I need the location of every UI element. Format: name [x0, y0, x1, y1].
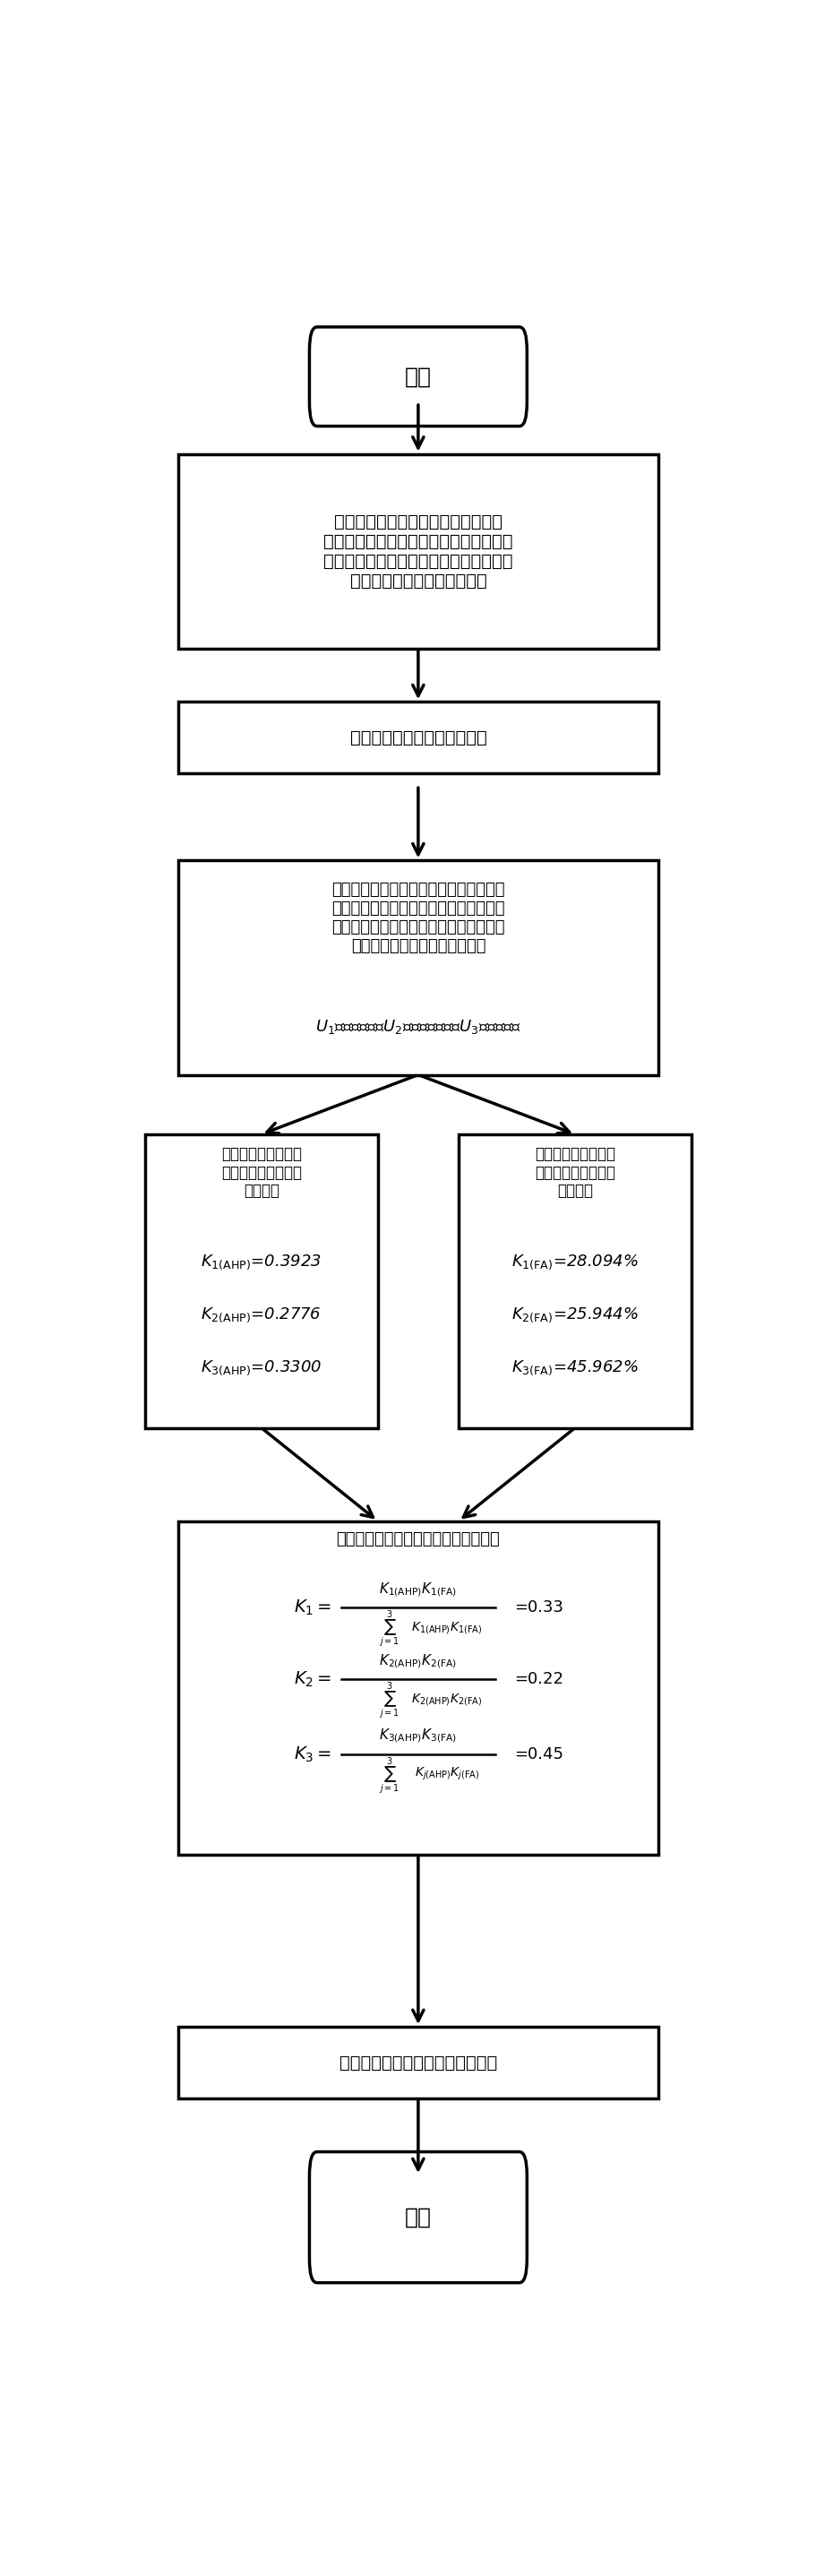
Text: 输入分析指标对应的基础数据: 输入分析指标对应的基础数据 [350, 729, 486, 747]
Text: $K_{2(\mathrm{AHP})}$=0.2776: $K_{2(\mathrm{AHP})}$=0.2776 [201, 1306, 322, 1324]
Text: $K_{1(\mathrm{AHP})}K_{1(\mathrm{FA})}$: $K_{1(\mathrm{AHP})}K_{1(\mathrm{FA})}$ [379, 1582, 457, 1597]
Text: 开始: 开始 [405, 366, 432, 386]
Text: $\sum_{j=1}^{3}$: $\sum_{j=1}^{3}$ [379, 1754, 400, 1795]
Text: 待筛选的低压台区线损率分析指标：
台区变压器容量、台区供电半径、台区年
总用电量、高峰用电量、高峰负载率、台
区功率、负荷率、最小负荷率: 待筛选的低压台区线损率分析指标： 台区变压器容量、台区供电半径、台区年 总用电量… [323, 513, 513, 590]
FancyBboxPatch shape [178, 1520, 659, 1855]
Text: 层次分析法确定二级
指标对三级指标的主
观权重：: 层次分析法确定二级 指标对三级指标的主 观权重： [221, 1146, 302, 1200]
FancyBboxPatch shape [309, 327, 527, 425]
FancyBboxPatch shape [178, 860, 659, 1074]
FancyBboxPatch shape [178, 2027, 659, 2099]
Text: =0.22: =0.22 [514, 1672, 564, 1687]
Text: $K_3=$: $K_3=$ [294, 1744, 331, 1765]
FancyBboxPatch shape [145, 1133, 378, 1427]
Text: 确定二级指标对三级指标的综合权重：: 确定二级指标对三级指标的综合权重： [336, 1530, 500, 1548]
Text: $K_{2(\mathrm{AHP})}K_{2(\mathrm{FA})}$: $K_{2(\mathrm{AHP})}K_{2(\mathrm{FA})}$ [411, 1692, 482, 1708]
Text: $K_{3(\mathrm{AHP})}K_{3(\mathrm{FA})}$: $K_{3(\mathrm{AHP})}K_{3(\mathrm{FA})}$ [379, 1726, 457, 1744]
FancyBboxPatch shape [178, 701, 659, 773]
FancyBboxPatch shape [178, 453, 659, 649]
FancyBboxPatch shape [459, 1133, 691, 1427]
Text: $K_1=$: $K_1=$ [294, 1597, 331, 1618]
Text: $K_{1(\mathrm{AHP})}K_{1(\mathrm{FA})}$: $K_{1(\mathrm{AHP})}K_{1(\mathrm{FA})}$ [411, 1620, 482, 1636]
Text: 进行低压台区线损率指标评估分析: 进行低压台区线损率指标评估分析 [339, 2053, 497, 2071]
Text: $K_{1(\mathrm{FA})}$=28.094%: $K_{1(\mathrm{FA})}$=28.094% [512, 1252, 638, 1270]
Text: 因子分析法确定二级
指标对三级指标的客
观权重：: 因子分析法确定二级 指标对三级指标的客 观权重： [534, 1146, 615, 1200]
Text: $\sum_{j=1}^{3}$: $\sum_{j=1}^{3}$ [379, 1680, 400, 1721]
Text: 主成分分析法对一级指标进行动态降维筛
选得线损率二级指标：分别选择对各个主
成分贡献率大的指标作为主成分分析法动
态筛选出来的低维度二级指标：: 主成分分析法对一级指标进行动态降维筛 选得线损率二级指标：分别选择对各个主 成分… [331, 881, 505, 953]
Text: $K_{3(\mathrm{FA})}$=45.962%: $K_{3(\mathrm{FA})}$=45.962% [512, 1358, 638, 1378]
Text: =0.33: =0.33 [514, 1600, 564, 1615]
Text: $U_1$为台区功率，$U_2$为最小负荷率，$U_3$为供电半径: $U_1$为台区功率，$U_2$为最小负荷率，$U_3$为供电半径 [316, 1018, 521, 1036]
FancyBboxPatch shape [309, 2151, 527, 2282]
Text: $K_{2(\mathrm{FA})}$=25.944%: $K_{2(\mathrm{FA})}$=25.944% [512, 1306, 638, 1324]
Text: $K_{1(\mathrm{AHP})}$=0.3923: $K_{1(\mathrm{AHP})}$=0.3923 [201, 1252, 322, 1270]
Text: 结束: 结束 [405, 2208, 432, 2228]
Text: $\sum_{j=1}^{3}$: $\sum_{j=1}^{3}$ [379, 1610, 400, 1649]
Text: $K_2=$: $K_2=$ [294, 1669, 331, 1690]
Text: $K_{3(\mathrm{AHP})}$=0.3300: $K_{3(\mathrm{AHP})}$=0.3300 [201, 1358, 322, 1378]
Text: $K_{2(\mathrm{AHP})}K_{2(\mathrm{FA})}$: $K_{2(\mathrm{AHP})}K_{2(\mathrm{FA})}$ [379, 1651, 457, 1669]
Text: $K_{j(\mathrm{AHP})}K_{j(\mathrm{FA})}$: $K_{j(\mathrm{AHP})}K_{j(\mathrm{FA})}$ [415, 1767, 480, 1783]
Text: =0.45: =0.45 [514, 1747, 564, 1762]
